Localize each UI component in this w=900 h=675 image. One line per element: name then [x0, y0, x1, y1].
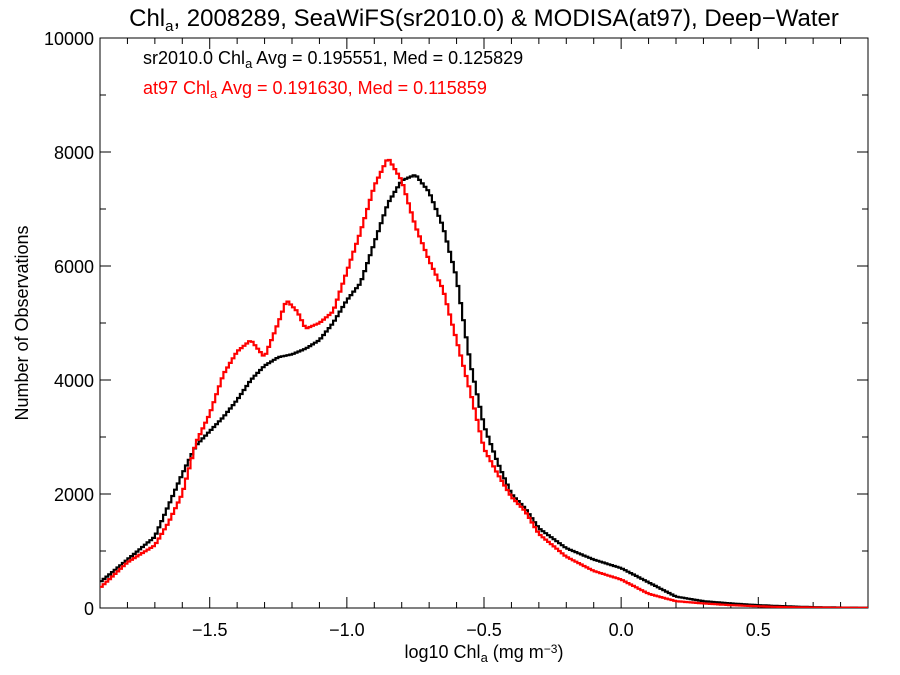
series-annotation-part: at97 Chl [143, 78, 210, 98]
x-tick-label: 0.0 [609, 620, 634, 640]
y-tick-label: 4000 [54, 371, 94, 391]
chart-title-subscript: a [165, 18, 174, 35]
x-axis-label-part: (mg m [488, 642, 544, 662]
chart-title-part: , 2008289, SeaWiFS(sr2010.0) & MODISA(at… [173, 5, 838, 32]
y-tick-label: 2000 [54, 485, 94, 505]
series-annotation-part: Avg = 0.195551, Med = 0.125829 [252, 48, 523, 68]
plot-area: Chla, 2008289, SeaWiFS(sr2010.0) & MODIS… [12, 5, 869, 665]
series-annotation-subscript: a [210, 86, 218, 101]
x-tick-label: −1.5 [192, 620, 228, 640]
y-tick-label: 6000 [54, 257, 94, 277]
plot-frame [99, 37, 869, 609]
series-line-1 [100, 158, 868, 608]
series-annotation-part: sr2010.0 Chl [143, 48, 245, 68]
y-tick-label: 0 [84, 599, 94, 619]
x-tick-label: 0.5 [746, 620, 771, 640]
chart-title: Chla, 2008289, SeaWiFS(sr2010.0) & MODIS… [129, 5, 839, 35]
x-axis-label-superscript: −3 [544, 642, 558, 656]
y-axis-label: Number of Observations [12, 225, 32, 420]
x-tick-label: −0.5 [466, 620, 502, 640]
series-annotation-part: Avg = 0.191630, Med = 0.115859 [217, 78, 487, 98]
x-axis-label: log10 Chla (mg m−3) [405, 642, 564, 665]
series-annotation-1: at97 Chla Avg = 0.191630, Med = 0.115859 [143, 78, 487, 101]
series-line-0 [100, 174, 868, 608]
y-tick-label: 8000 [54, 143, 94, 163]
x-axis-label-part: log10 Chl [405, 642, 481, 662]
x-axis-label-part: ) [557, 642, 563, 662]
y-tick-label: 10000 [44, 29, 94, 49]
x-tick-label: −1.0 [329, 620, 365, 640]
chart-title-part: Chl [129, 5, 165, 32]
series-annotation-0: sr2010.0 Chla Avg = 0.195551, Med = 0.12… [143, 48, 523, 71]
x-axis-label-subscript: a [481, 650, 489, 665]
series-annotation-subscript: a [245, 56, 253, 71]
